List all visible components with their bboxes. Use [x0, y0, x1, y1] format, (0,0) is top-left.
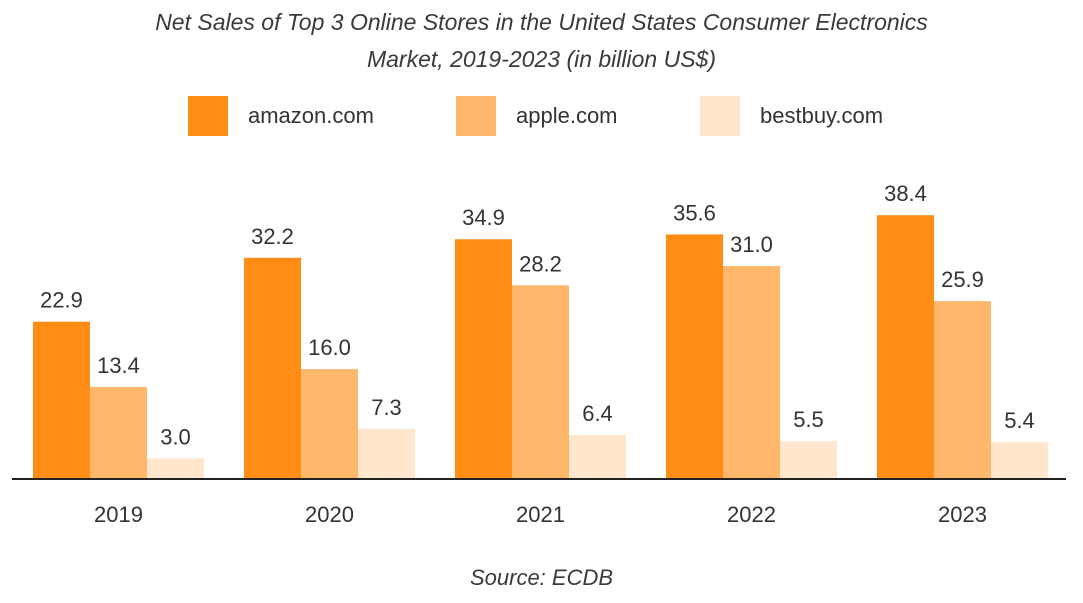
legend-label-amazon: amazon.com — [248, 103, 374, 128]
legend-swatch-amazon — [188, 96, 228, 136]
x-tick-label-2021: 2021 — [516, 502, 565, 527]
legend-label-bestbuy: bestbuy.com — [760, 103, 884, 128]
legend-swatch-apple — [456, 96, 496, 136]
data-label-apple-2021: 28.2 — [519, 251, 562, 276]
bar-amazon-2023 — [877, 215, 934, 479]
bar-amazon-2021 — [455, 239, 512, 479]
chart-source: Source: ECDB — [469, 565, 614, 590]
chart-title-line-2: Market, 2019-2023 (in billion US$) — [366, 46, 716, 72]
data-label-apple-2019: 13.4 — [97, 353, 140, 378]
legend-label-apple: apple.com — [516, 103, 618, 128]
bar-chart: 22.9 13.4 3.0 2019 32.2 16.0 7.3 2020 34.9 28.2 6.… — [12, 181, 1066, 527]
data-label-apple-2020: 16.0 — [308, 335, 351, 360]
bar-apple-2020 — [301, 369, 358, 479]
chart-legend: amazon.com apple.com bestbuy.com — [0, 96, 1083, 136]
bar-apple-2023 — [934, 301, 991, 479]
data-label-bestbuy-2021: 6.4 — [582, 401, 613, 426]
x-tick-label-2023: 2023 — [938, 502, 987, 527]
data-label-bestbuy-2022: 5.5 — [793, 407, 824, 432]
data-label-apple-2023: 25.9 — [941, 267, 984, 292]
bar-apple-2019 — [90, 386, 147, 479]
bar-amazon-2020 — [244, 257, 301, 479]
legend-swatch-bestbuy — [700, 96, 740, 136]
data-label-amazon-2022: 35.6 — [673, 200, 716, 225]
data-label-amazon-2021: 34.9 — [462, 205, 505, 230]
x-tick-label-2022: 2022 — [727, 502, 776, 527]
x-tick-label-2019: 2019 — [94, 502, 143, 527]
bar-bestbuy-2023 — [991, 441, 1048, 479]
data-label-amazon-2020: 32.2 — [251, 224, 294, 249]
data-label-bestbuy-2023: 5.4 — [1004, 408, 1035, 433]
bar-bestbuy-2019 — [147, 458, 204, 479]
data-label-apple-2022: 31.0 — [730, 232, 773, 257]
bar-bestbuy-2020 — [358, 428, 415, 479]
bar-apple-2022 — [723, 266, 780, 479]
chart-title-line-1: Net Sales of Top 3 Online Stores in the … — [155, 9, 928, 35]
data-label-bestbuy-2020: 7.3 — [371, 395, 402, 420]
bar-amazon-2019 — [33, 321, 90, 479]
data-label-amazon-2023: 38.4 — [884, 181, 927, 206]
bar-amazon-2022 — [666, 234, 723, 479]
data-label-amazon-2019: 22.9 — [40, 288, 83, 313]
data-label-bestbuy-2019: 3.0 — [160, 424, 191, 449]
bar-apple-2021 — [512, 285, 569, 479]
bar-bestbuy-2022 — [780, 441, 837, 479]
bar-bestbuy-2021 — [569, 435, 626, 479]
x-tick-label-2020: 2020 — [305, 502, 354, 527]
